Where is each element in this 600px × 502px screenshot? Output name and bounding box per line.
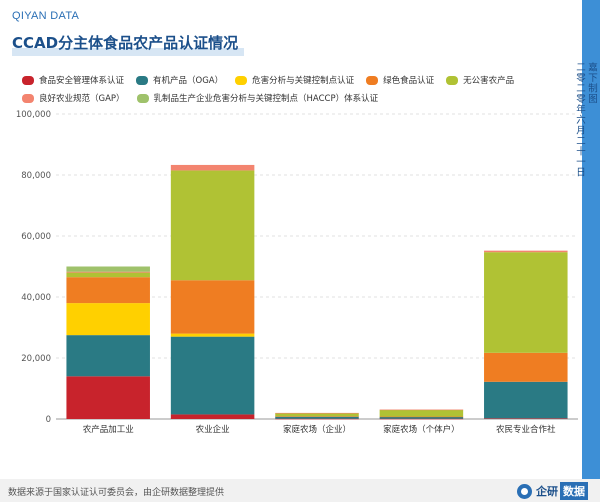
bar-segment bbox=[66, 277, 150, 304]
x-tick-label: 家庭农场（个体户） bbox=[383, 424, 460, 435]
legend-swatch bbox=[22, 75, 34, 85]
bar-segment bbox=[170, 414, 255, 419]
legend-label: 乳制品生产企业危害分析与关键控制点（HACCP）体系认证 bbox=[153, 94, 379, 104]
legend-swatch bbox=[136, 75, 149, 85]
sidebar-caption: 嘉下制图 二零二零年六月二十一日 bbox=[574, 62, 597, 178]
right-sidebar-bar bbox=[582, 0, 600, 479]
x-tick-label: 农产品加工业 bbox=[83, 424, 134, 435]
legend-item: 有机产品（OGA） bbox=[136, 74, 223, 86]
x-tick-label: 家庭农场（企业） bbox=[283, 424, 351, 435]
sidebar-date-label: 二零二零年六月二十一日 bbox=[574, 62, 585, 178]
legend-item: 良好农业规范（GAP） bbox=[22, 92, 125, 104]
bar-segment bbox=[379, 418, 464, 420]
legend-label: 良好农业规范（GAP） bbox=[39, 94, 125, 104]
legend-swatch bbox=[446, 75, 459, 85]
bar-segment bbox=[275, 413, 359, 417]
legend-swatch bbox=[136, 93, 149, 103]
legend-swatch bbox=[22, 93, 34, 103]
bar-segment bbox=[275, 418, 359, 420]
bar-segment bbox=[484, 352, 568, 382]
bar-segment bbox=[379, 409, 464, 417]
bar-segment bbox=[66, 272, 150, 278]
y-tick-label: 20,000 bbox=[21, 354, 51, 364]
bar-segment bbox=[66, 271, 150, 273]
sidebar-maker-label: 嘉下制图 bbox=[586, 62, 597, 104]
brand-label: QIYAN DATA bbox=[12, 10, 80, 22]
bar-segment bbox=[275, 416, 359, 417]
y-tick-label: 100,000 bbox=[16, 110, 51, 120]
legend-label: 有机产品（OGA） bbox=[153, 76, 224, 86]
bar-segment bbox=[379, 416, 464, 418]
y-tick-label: 60,000 bbox=[21, 232, 51, 242]
legend-item: 危害分析与关键控制点认证 bbox=[235, 74, 354, 86]
qiyan-logo: 企研 数据 bbox=[517, 482, 588, 500]
legend-label: 绿色食品认证 bbox=[383, 76, 435, 86]
bar-segment bbox=[275, 412, 359, 414]
logo-badge: 数据 bbox=[560, 482, 588, 500]
legend-item: 乳制品生产企业危害分析与关键控制点（HACCP）体系认证 bbox=[136, 92, 379, 104]
chart-title: CCAD分主体食品农产品认证情况 bbox=[12, 34, 239, 52]
bar-segment bbox=[66, 303, 150, 336]
bar-segment bbox=[66, 376, 150, 419]
chart-legend: 食品安全管理体系认证 有机产品（OGA） 危害分析与关键控制点认证 绿色食品认证 无公害… bbox=[22, 74, 582, 110]
legend-label: 无公害农产品 bbox=[463, 76, 515, 86]
legend-item: 绿色食品认证 bbox=[366, 74, 434, 86]
footer-bar: 数据来源于国家认证认可委员会，由企研数据整理提供 企研 数据 bbox=[0, 479, 600, 502]
bar-segment bbox=[170, 280, 255, 334]
legend-swatch bbox=[366, 75, 379, 85]
bar-segment bbox=[484, 252, 568, 353]
y-tick-label: 80,000 bbox=[21, 171, 51, 181]
bar-segment bbox=[484, 381, 568, 419]
bar-segment bbox=[170, 164, 255, 171]
bar-segment bbox=[379, 416, 464, 419]
legend-item: 无公害农产品 bbox=[446, 74, 514, 86]
bar-segment bbox=[66, 266, 150, 272]
legend-label: 食品安全管理体系认证 bbox=[39, 76, 125, 86]
bar-segment bbox=[484, 250, 568, 253]
stacked-bar-chart: 0 20,000 40,000 60,000 80,000 100,000 农产品加工业 农业… bbox=[16, 110, 578, 435]
y-tick-label: 0 bbox=[46, 415, 51, 425]
logo-text: 企研 bbox=[536, 485, 558, 498]
bar-segment bbox=[484, 418, 568, 419]
bar-segment bbox=[170, 170, 255, 281]
y-tick-label: 40,000 bbox=[21, 293, 51, 303]
source-note: 数据来源于国家认证认可委员会，由企研数据整理提供 bbox=[8, 488, 225, 498]
bar-segment bbox=[66, 335, 150, 377]
legend-item: 食品安全管理体系认证 bbox=[22, 74, 124, 86]
legend-swatch bbox=[235, 75, 248, 85]
x-tick-label: 农业企业 bbox=[196, 424, 230, 435]
legend-label: 危害分析与关键控制点认证 bbox=[252, 76, 355, 86]
bar-segment bbox=[275, 416, 359, 419]
bar-segment bbox=[379, 409, 464, 411]
logo-icon bbox=[517, 483, 532, 499]
bar-segment bbox=[170, 333, 255, 337]
x-tick-label: 农民专业合作社 bbox=[496, 424, 556, 435]
bar-segment bbox=[170, 336, 255, 415]
